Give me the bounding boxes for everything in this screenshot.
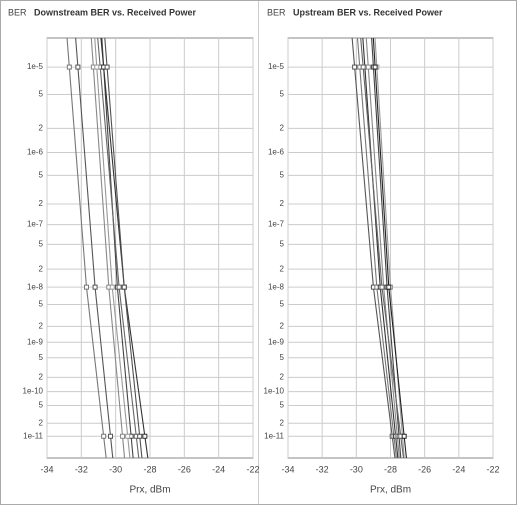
marker	[401, 433, 407, 439]
y-tick-label: 1e-8	[27, 282, 44, 291]
marker	[365, 64, 371, 70]
marker	[121, 284, 127, 290]
marker	[66, 64, 72, 70]
marker	[379, 284, 385, 290]
y-tick-label: 1e-8	[268, 282, 285, 291]
x-tick-label: -34	[281, 464, 294, 474]
y-tick-label: 1e-9	[27, 337, 44, 346]
chart-title: Downstream BER vs. Received Power	[34, 7, 197, 17]
x-tick-label: -32	[75, 464, 88, 474]
y-tick-label: 1e-11	[264, 431, 284, 440]
marker	[83, 284, 89, 290]
y-tick-label: 2	[39, 372, 44, 381]
x-tick-label: -26	[178, 464, 191, 474]
x-axis-label: Prx, dBm	[129, 485, 170, 496]
x-axis-label: Prx, dBm	[370, 485, 411, 496]
x-tick-label: -32	[316, 464, 329, 474]
y-tick-label: 2	[280, 123, 285, 132]
y-tick-label: 5	[39, 353, 44, 362]
y-tick-label: 1e-10	[23, 387, 44, 396]
x-tick-label: -22	[486, 464, 499, 474]
x-tick-label: -28	[384, 464, 397, 474]
y-tick-label: 5	[280, 300, 285, 309]
marker	[137, 433, 143, 439]
y-tick-label: 2	[280, 372, 285, 381]
marker	[116, 284, 122, 290]
y-tick-label: 2	[280, 199, 285, 208]
y-tick-label: 1e-6	[27, 148, 44, 157]
y-tick-label: 2	[280, 264, 285, 273]
y-tick-label: 5	[39, 90, 44, 99]
y-tick-label: 5	[39, 170, 44, 179]
marker	[125, 433, 131, 439]
x-tick-label: -28	[143, 464, 156, 474]
x-tick-label: -34	[40, 464, 53, 474]
y-tick-label: 1e-7	[268, 220, 285, 229]
marker	[94, 64, 100, 70]
marker	[92, 284, 98, 290]
x-tick-label: -24	[452, 464, 465, 474]
y-tick-label: 1e-10	[264, 387, 285, 396]
y-tick-label: 2	[280, 321, 285, 330]
y-axis-label: BER	[8, 7, 27, 17]
marker	[109, 284, 115, 290]
x-tick-label: -22	[246, 464, 259, 474]
marker	[108, 433, 114, 439]
chart-title: Upstream BER vs. Received Power	[293, 7, 443, 17]
y-tick-label: 5	[280, 239, 285, 248]
x-tick-label: -30	[109, 464, 122, 474]
y-tick-label: 1e-9	[268, 337, 285, 346]
y-tick-label: 2	[39, 123, 44, 132]
y-tick-label: 5	[280, 170, 285, 179]
marker	[352, 64, 358, 70]
y-tick-label: 2	[280, 418, 285, 427]
y-tick-label: 2	[39, 321, 44, 330]
y-tick-label: 2	[39, 199, 44, 208]
y-tick-label: 1e-5	[268, 62, 285, 71]
marker	[360, 64, 366, 70]
y-axis-label: BER	[267, 7, 286, 17]
y-tick-label: 1e-7	[27, 220, 44, 229]
y-tick-label: 1e-6	[268, 148, 285, 157]
y-tick-label: 5	[280, 90, 285, 99]
x-tick-label: -26	[418, 464, 431, 474]
marker	[386, 284, 392, 290]
y-tick-label: 1e-5	[27, 62, 44, 71]
y-tick-label: 5	[39, 239, 44, 248]
marker	[120, 433, 126, 439]
y-tick-label: 5	[280, 401, 285, 410]
x-tick-label: -30	[350, 464, 363, 474]
series-group	[351, 38, 407, 458]
x-tick-label: -24	[212, 464, 225, 474]
marker	[75, 64, 81, 70]
marker	[142, 433, 148, 439]
marker	[104, 64, 110, 70]
y-tick-label: 2	[39, 264, 44, 273]
y-tick-label: 2	[39, 418, 44, 427]
marker	[372, 64, 378, 70]
marker	[101, 433, 107, 439]
y-tick-label: 5	[280, 353, 285, 362]
y-tick-label: 5	[39, 300, 44, 309]
series-group	[66, 38, 149, 458]
y-tick-label: 1e-11	[23, 431, 43, 440]
y-tick-label: 5	[39, 401, 44, 410]
